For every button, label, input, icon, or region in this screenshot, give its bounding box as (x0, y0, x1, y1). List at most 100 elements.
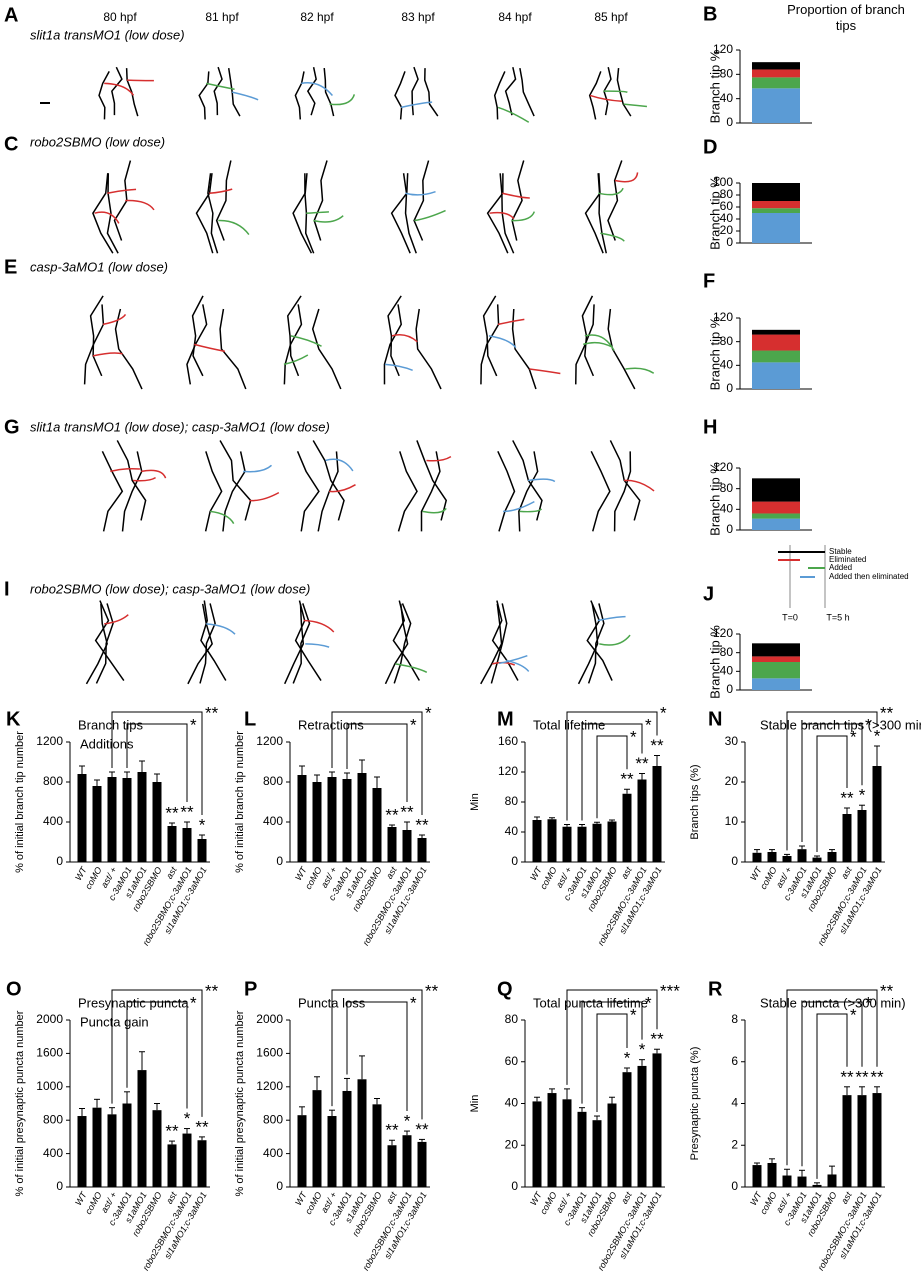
trace-tip (498, 654, 528, 665)
trace-branch (504, 66, 517, 116)
bar-segment (752, 62, 800, 70)
y-tick-label: 800 (263, 774, 283, 788)
trace-branch (588, 71, 602, 120)
significance-star: ** (165, 1122, 179, 1141)
trace-branch (204, 451, 223, 532)
trace-branch (207, 173, 219, 254)
y-axis-label: Min (469, 793, 481, 811)
chart-title: Stable branch tips (>300 min) (760, 717, 921, 732)
trace-branch (411, 66, 419, 116)
trace-tip (107, 188, 137, 194)
y-tick-label: 0 (731, 854, 738, 868)
y-tick-label: 120 (713, 626, 733, 640)
bar (812, 857, 822, 862)
panel-letter: A (4, 4, 18, 26)
significance-star: ** (650, 1030, 664, 1049)
y-tick-label: 0 (276, 1179, 283, 1193)
significance-star: ** (855, 1067, 869, 1086)
bar (622, 793, 632, 862)
bar (312, 1090, 322, 1187)
chart-title: Total lifetime (533, 717, 605, 732)
bar-segment (752, 88, 800, 123)
y-tick-label: 40 (720, 358, 734, 372)
bar (372, 1104, 382, 1187)
panel-letter: H (703, 416, 717, 438)
bar (752, 852, 762, 862)
significance-bracket (596, 1013, 628, 1113)
y-tick-label: 30 (725, 734, 739, 748)
y-tick-label: 0 (511, 1179, 518, 1193)
panel-letter: P (244, 978, 257, 1000)
y-tick-label: 400 (43, 1146, 63, 1160)
bracket-label: ** (205, 981, 219, 1000)
bar (182, 1133, 192, 1187)
trace-tip (511, 211, 536, 222)
bar (122, 778, 132, 862)
bracket-label: * (865, 715, 872, 734)
bracket-label: ** (880, 703, 894, 722)
y-tick-label: 1600 (36, 1046, 63, 1060)
y-tick-label: 400 (263, 814, 283, 828)
bar-segment (752, 350, 800, 363)
y-tick-label: 80 (720, 187, 734, 201)
bar (357, 773, 367, 862)
significance-star: ** (840, 1067, 854, 1086)
trace-tip (598, 187, 624, 196)
y-tick-label: 0 (56, 1179, 63, 1193)
trace-branch (92, 173, 114, 254)
panel-letter: Q (497, 978, 513, 1000)
trace-tip (94, 211, 120, 224)
bar-segment (752, 69, 800, 78)
y-tick-label: 80 (505, 794, 519, 808)
trace-branch (416, 440, 448, 521)
bar (312, 782, 322, 862)
panel-letter: J (703, 583, 714, 605)
trace-tip (519, 508, 543, 513)
panel-letter: C (4, 133, 18, 155)
panel-title: robo2SBMO (low dose); casp-3aMO1 (low do… (30, 581, 310, 596)
bracket-label: *** (660, 981, 680, 1000)
y-tick-label: 1600 (256, 1046, 283, 1060)
bracket-label: * (630, 727, 637, 746)
y-axis-label: Branch tip % (707, 49, 722, 123)
significance-bracket (801, 1001, 863, 1167)
time-label: 82 hpf (300, 10, 334, 24)
bracket-label: ** (880, 981, 894, 1000)
bar (872, 1093, 882, 1187)
trace-branch (195, 173, 214, 254)
significance-star: * (624, 1048, 631, 1067)
trace-branch (415, 308, 442, 390)
bar (842, 814, 852, 862)
y-tick-label: 2000 (36, 1012, 63, 1026)
trace-branch (482, 295, 498, 377)
trace-branch (200, 600, 227, 681)
trace-tip (614, 172, 639, 183)
bar-segment (752, 362, 800, 389)
bracket-label: * (645, 715, 652, 734)
trace-tip (391, 334, 418, 343)
y-tick-label: 0 (726, 522, 733, 536)
bar (372, 788, 382, 862)
y-tick-label: 20 (725, 774, 739, 788)
y-tick-label: 400 (43, 814, 63, 828)
y-tick-label: 120 (498, 764, 518, 778)
trace-branch (296, 451, 320, 532)
trace-branch (497, 451, 516, 532)
bar (387, 1145, 397, 1187)
trace-branch (94, 600, 125, 681)
y-tick-label: 40 (720, 91, 734, 105)
chart-subtitle: Additions (80, 736, 134, 751)
bar (812, 1184, 822, 1187)
bar (607, 1103, 617, 1187)
significance-bracket (816, 1013, 848, 1179)
significance-star: ** (635, 754, 649, 773)
bracket-label: * (645, 993, 652, 1012)
bar (197, 1140, 207, 1187)
panel-letter: G (4, 416, 20, 438)
trace-branch (511, 160, 525, 241)
trace-tip (623, 103, 648, 108)
trace-branch (98, 71, 110, 120)
y-tick-label: 40 (720, 664, 734, 678)
y-tick-label: 40 (720, 502, 734, 516)
bar-segment (752, 201, 800, 209)
